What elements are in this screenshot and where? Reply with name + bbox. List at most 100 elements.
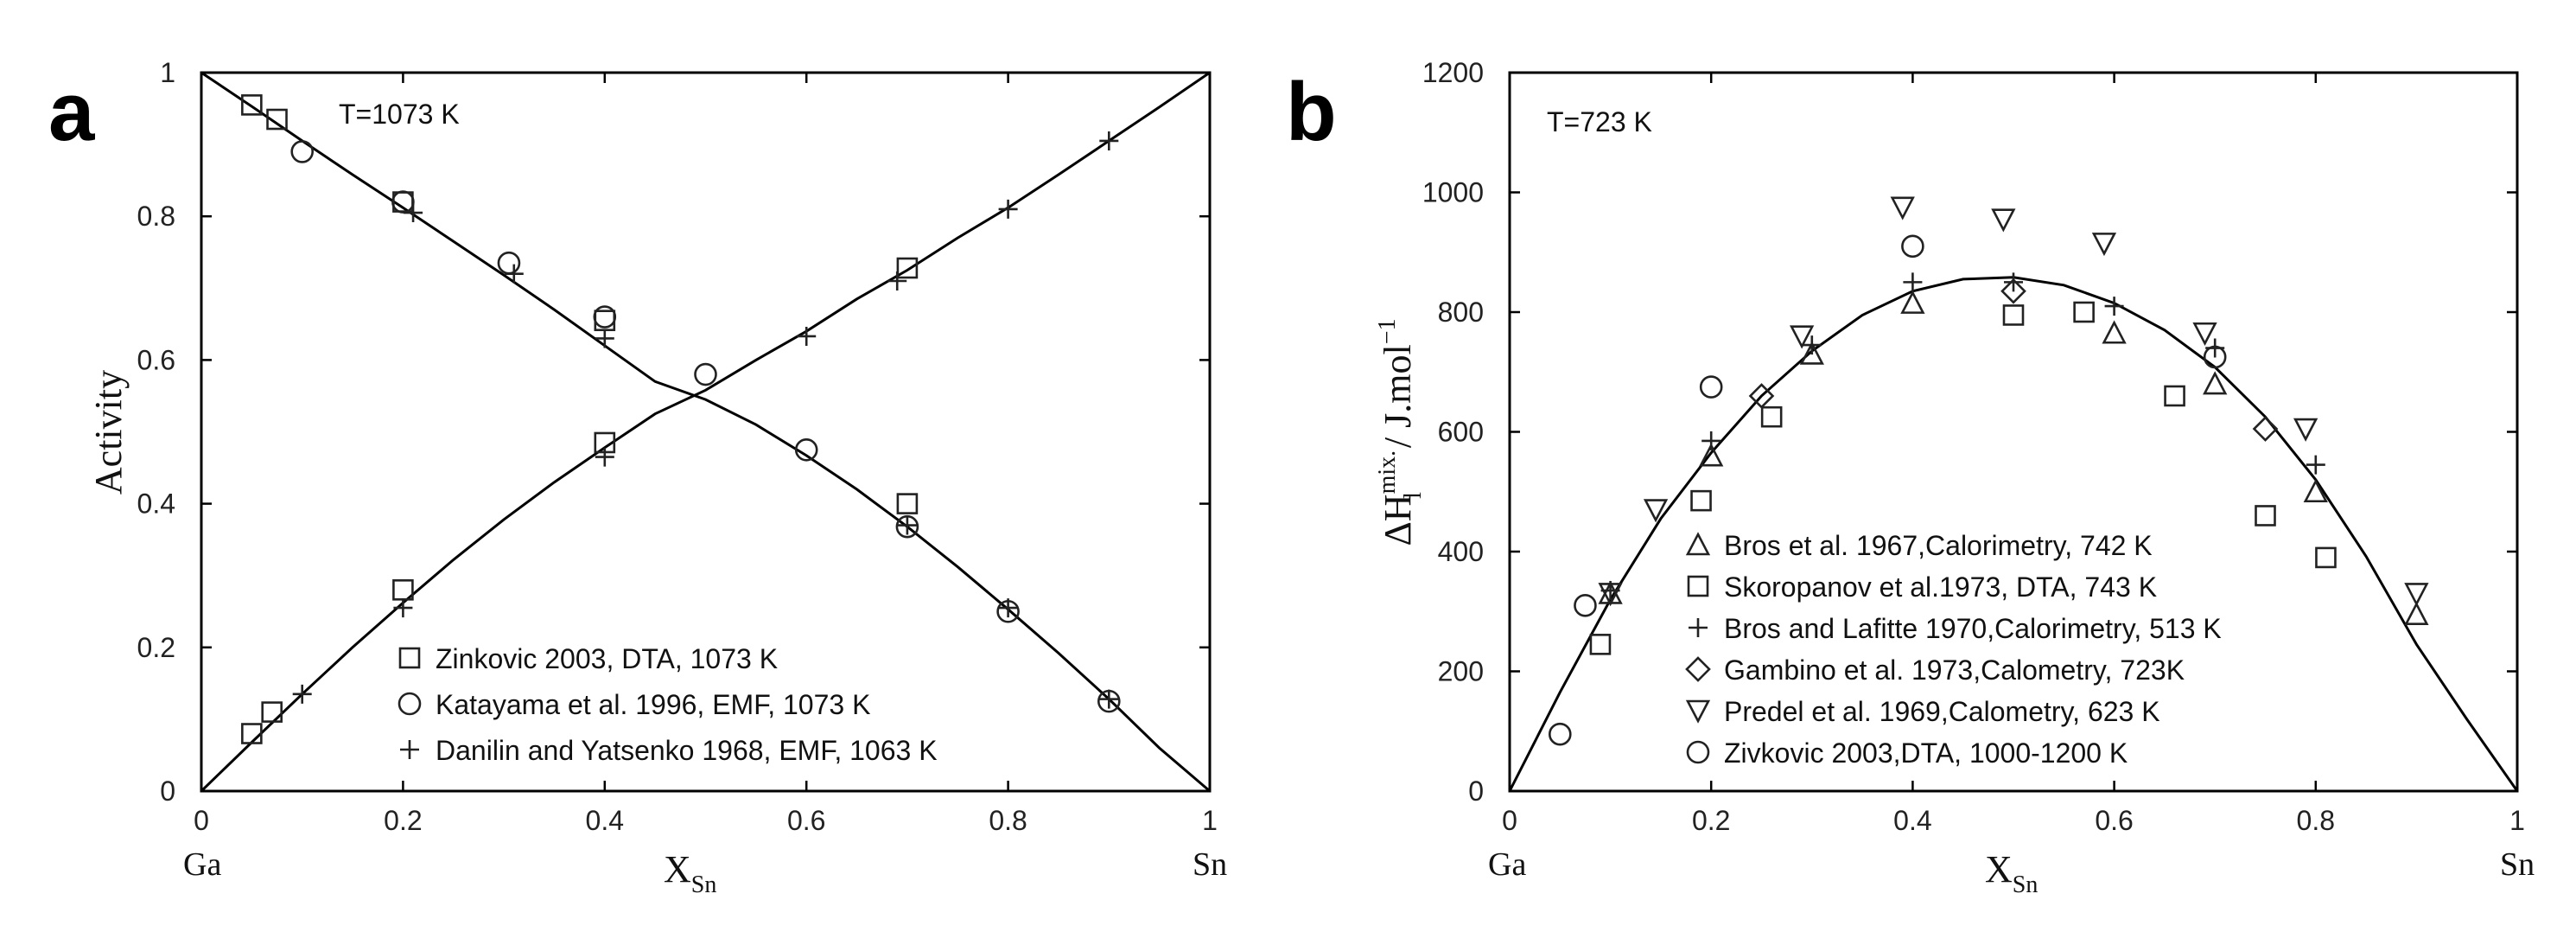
a-point-plus	[887, 271, 907, 290]
a-fit-curve-0	[200, 71, 1211, 793]
panel-a-legend-markers	[398, 647, 422, 759]
b-point-square	[1760, 405, 1783, 428]
a-temperature-annotation: T=1073 K	[339, 99, 460, 130]
a-point-plus	[998, 199, 1018, 219]
b-y-axis-title-prefix: ΔH	[1377, 494, 1419, 546]
b-legend-marker-circle	[1686, 740, 1710, 764]
panel-b-data-points	[1549, 196, 2429, 746]
b-point-triangle-down	[1598, 583, 1623, 607]
a-point-plus	[998, 598, 1018, 618]
a-x-end-label-right: Sn	[1193, 846, 1227, 883]
b-legend-marker-triangle-down	[1685, 699, 1711, 724]
panel-a-chart: a 0 0.2 0.4 0.6 0.8 1 0 0.2 0.4 0.6 0.8 …	[48, 57, 1227, 898]
a-x-end-label-left: Ga	[183, 846, 221, 883]
b-y-axis-title: ΔHmix.l / J.mol−1	[1374, 318, 1427, 546]
panel-b-letter: b	[1286, 66, 1337, 158]
a-xtick-label-3: 0.6	[787, 805, 825, 836]
b-point-square	[2002, 304, 2025, 326]
b-point-diamond	[2252, 416, 2279, 442]
a-point-circle	[290, 140, 315, 163]
a-xtick-label-4: 0.8	[989, 805, 1027, 836]
b-point-triangle-down	[1643, 499, 1669, 523]
panel-a-legend: Zinkovic 2003, DTA, 1073 K Katayama et a…	[398, 643, 938, 766]
b-point-plus	[2104, 297, 2124, 316]
a-point-square	[266, 108, 288, 131]
b-y-axis-title-sup: mix.	[1374, 450, 1401, 495]
panel-b-y-tick-labels: 0 200 400 600 800 1000 1200	[1422, 57, 1484, 807]
panel-a-data-points	[241, 94, 1121, 744]
b-ytick-label-4: 800	[1438, 297, 1484, 328]
a-ytick-label-4: 0.8	[137, 201, 175, 232]
b-legend-label-3: Gambino et al. 1973,Calometry, 723K	[1724, 654, 2185, 686]
b-point-diamond	[1748, 383, 1775, 409]
b-x-axis-title: XSn	[1985, 848, 2038, 898]
a-legend-marker-plus	[400, 740, 419, 759]
b-point-plus	[1903, 272, 1923, 292]
b-legend-marker-diamond	[1685, 656, 1711, 682]
b-y-axis-title-unit-sup: −1	[1374, 318, 1401, 344]
b-point-triangle-up	[2404, 601, 2429, 626]
b-point-triangle-down	[1789, 325, 1815, 349]
a-ytick-label-5: 1	[160, 57, 175, 88]
b-point-circle	[1901, 234, 1924, 259]
a-point-square	[241, 94, 263, 116]
panel-b-legend-markers	[1685, 532, 1711, 764]
b-point-circle	[1574, 594, 1597, 617]
a-ytick-label-2: 0.4	[137, 488, 175, 520]
b-x-end-label-right: Sn	[2500, 846, 2535, 883]
a-point-square	[261, 701, 283, 723]
b-ytick-label-2: 400	[1438, 536, 1484, 567]
b-ytick-label-6: 1200	[1422, 57, 1484, 88]
b-xtick-label-0: 0	[1502, 805, 1517, 836]
b-point-triangle-up	[2303, 478, 2328, 503]
a-y-axis-title: Activity	[87, 370, 130, 495]
a-legend-label-1: Katayama et al. 1996, EMF, 1073 K	[436, 689, 870, 720]
a-point-circle	[694, 362, 717, 386]
b-point-circle	[2203, 345, 2227, 369]
b-point-diamond	[2000, 278, 2026, 304]
b-point-plus	[2004, 272, 2023, 292]
panel-b-legend: Bros et al. 1967,Calorimetry, 742 K Skor…	[1685, 530, 2222, 769]
a-xtick-label-1: 0.2	[384, 805, 422, 836]
b-point-triangle-down	[2091, 233, 2117, 257]
a-x-axis-title-main: X	[664, 848, 691, 891]
panel-a-letter: a	[48, 66, 95, 158]
a-point-circle	[794, 437, 818, 462]
b-y-axis-title-unit: / J.mol	[1377, 344, 1419, 457]
a-point-plus	[404, 203, 423, 223]
b-temperature-annotation: T=723 K	[1547, 106, 1652, 137]
a-ytick-label-1: 0.2	[137, 632, 175, 663]
b-point-triangle-up	[1900, 290, 1925, 314]
a-point-square	[896, 493, 919, 514]
b-xtick-label-4: 0.8	[2297, 805, 2335, 836]
a-x-axis-title: XSn	[664, 848, 716, 898]
panel-b-x-tick-labels: 0 0.2 0.4 0.6 0.8 1	[1502, 805, 2525, 836]
b-point-triangle-up	[2102, 320, 2127, 344]
a-point-plus	[504, 264, 524, 284]
b-x-end-label-left: Ga	[1488, 846, 1526, 883]
b-ytick-label-3: 600	[1438, 417, 1484, 448]
b-legend-label-4: Predel et al. 1969,Calometry, 623 K	[1724, 696, 2160, 727]
b-point-square	[2164, 385, 2185, 407]
b-legend-label-1: Skoropanov et al.1973, DTA, 743 K	[1724, 571, 2157, 603]
b-x-axis-title-main: X	[1985, 848, 2013, 891]
a-point-square	[896, 257, 919, 279]
b-legend-label-2: Bros and Lafitte 1970,Calorimetry, 513 K	[1724, 613, 2222, 644]
b-point-triangle-down	[1890, 196, 1915, 220]
a-legend-label-2: Danilin and Yatsenko 1968, EMF, 1063 K	[436, 735, 938, 766]
panel-a-plot-frame	[200, 71, 1212, 793]
a-point-circle	[593, 305, 617, 329]
b-xtick-label-3: 0.6	[2095, 805, 2133, 836]
b-point-square	[2315, 546, 2337, 569]
a-point-circle	[391, 190, 415, 214]
b-point-triangle-up	[1699, 443, 1724, 467]
panel-a-ticks	[200, 71, 1212, 793]
a-ytick-label-0: 0	[160, 776, 175, 807]
a-xtick-label-2: 0.4	[586, 805, 624, 836]
b-ytick-label-5: 1000	[1422, 177, 1484, 208]
b-legend-marker-plus	[1689, 618, 1708, 637]
b-point-square	[2255, 505, 2276, 527]
a-point-plus	[1099, 689, 1119, 709]
a-point-plus	[897, 515, 917, 535]
